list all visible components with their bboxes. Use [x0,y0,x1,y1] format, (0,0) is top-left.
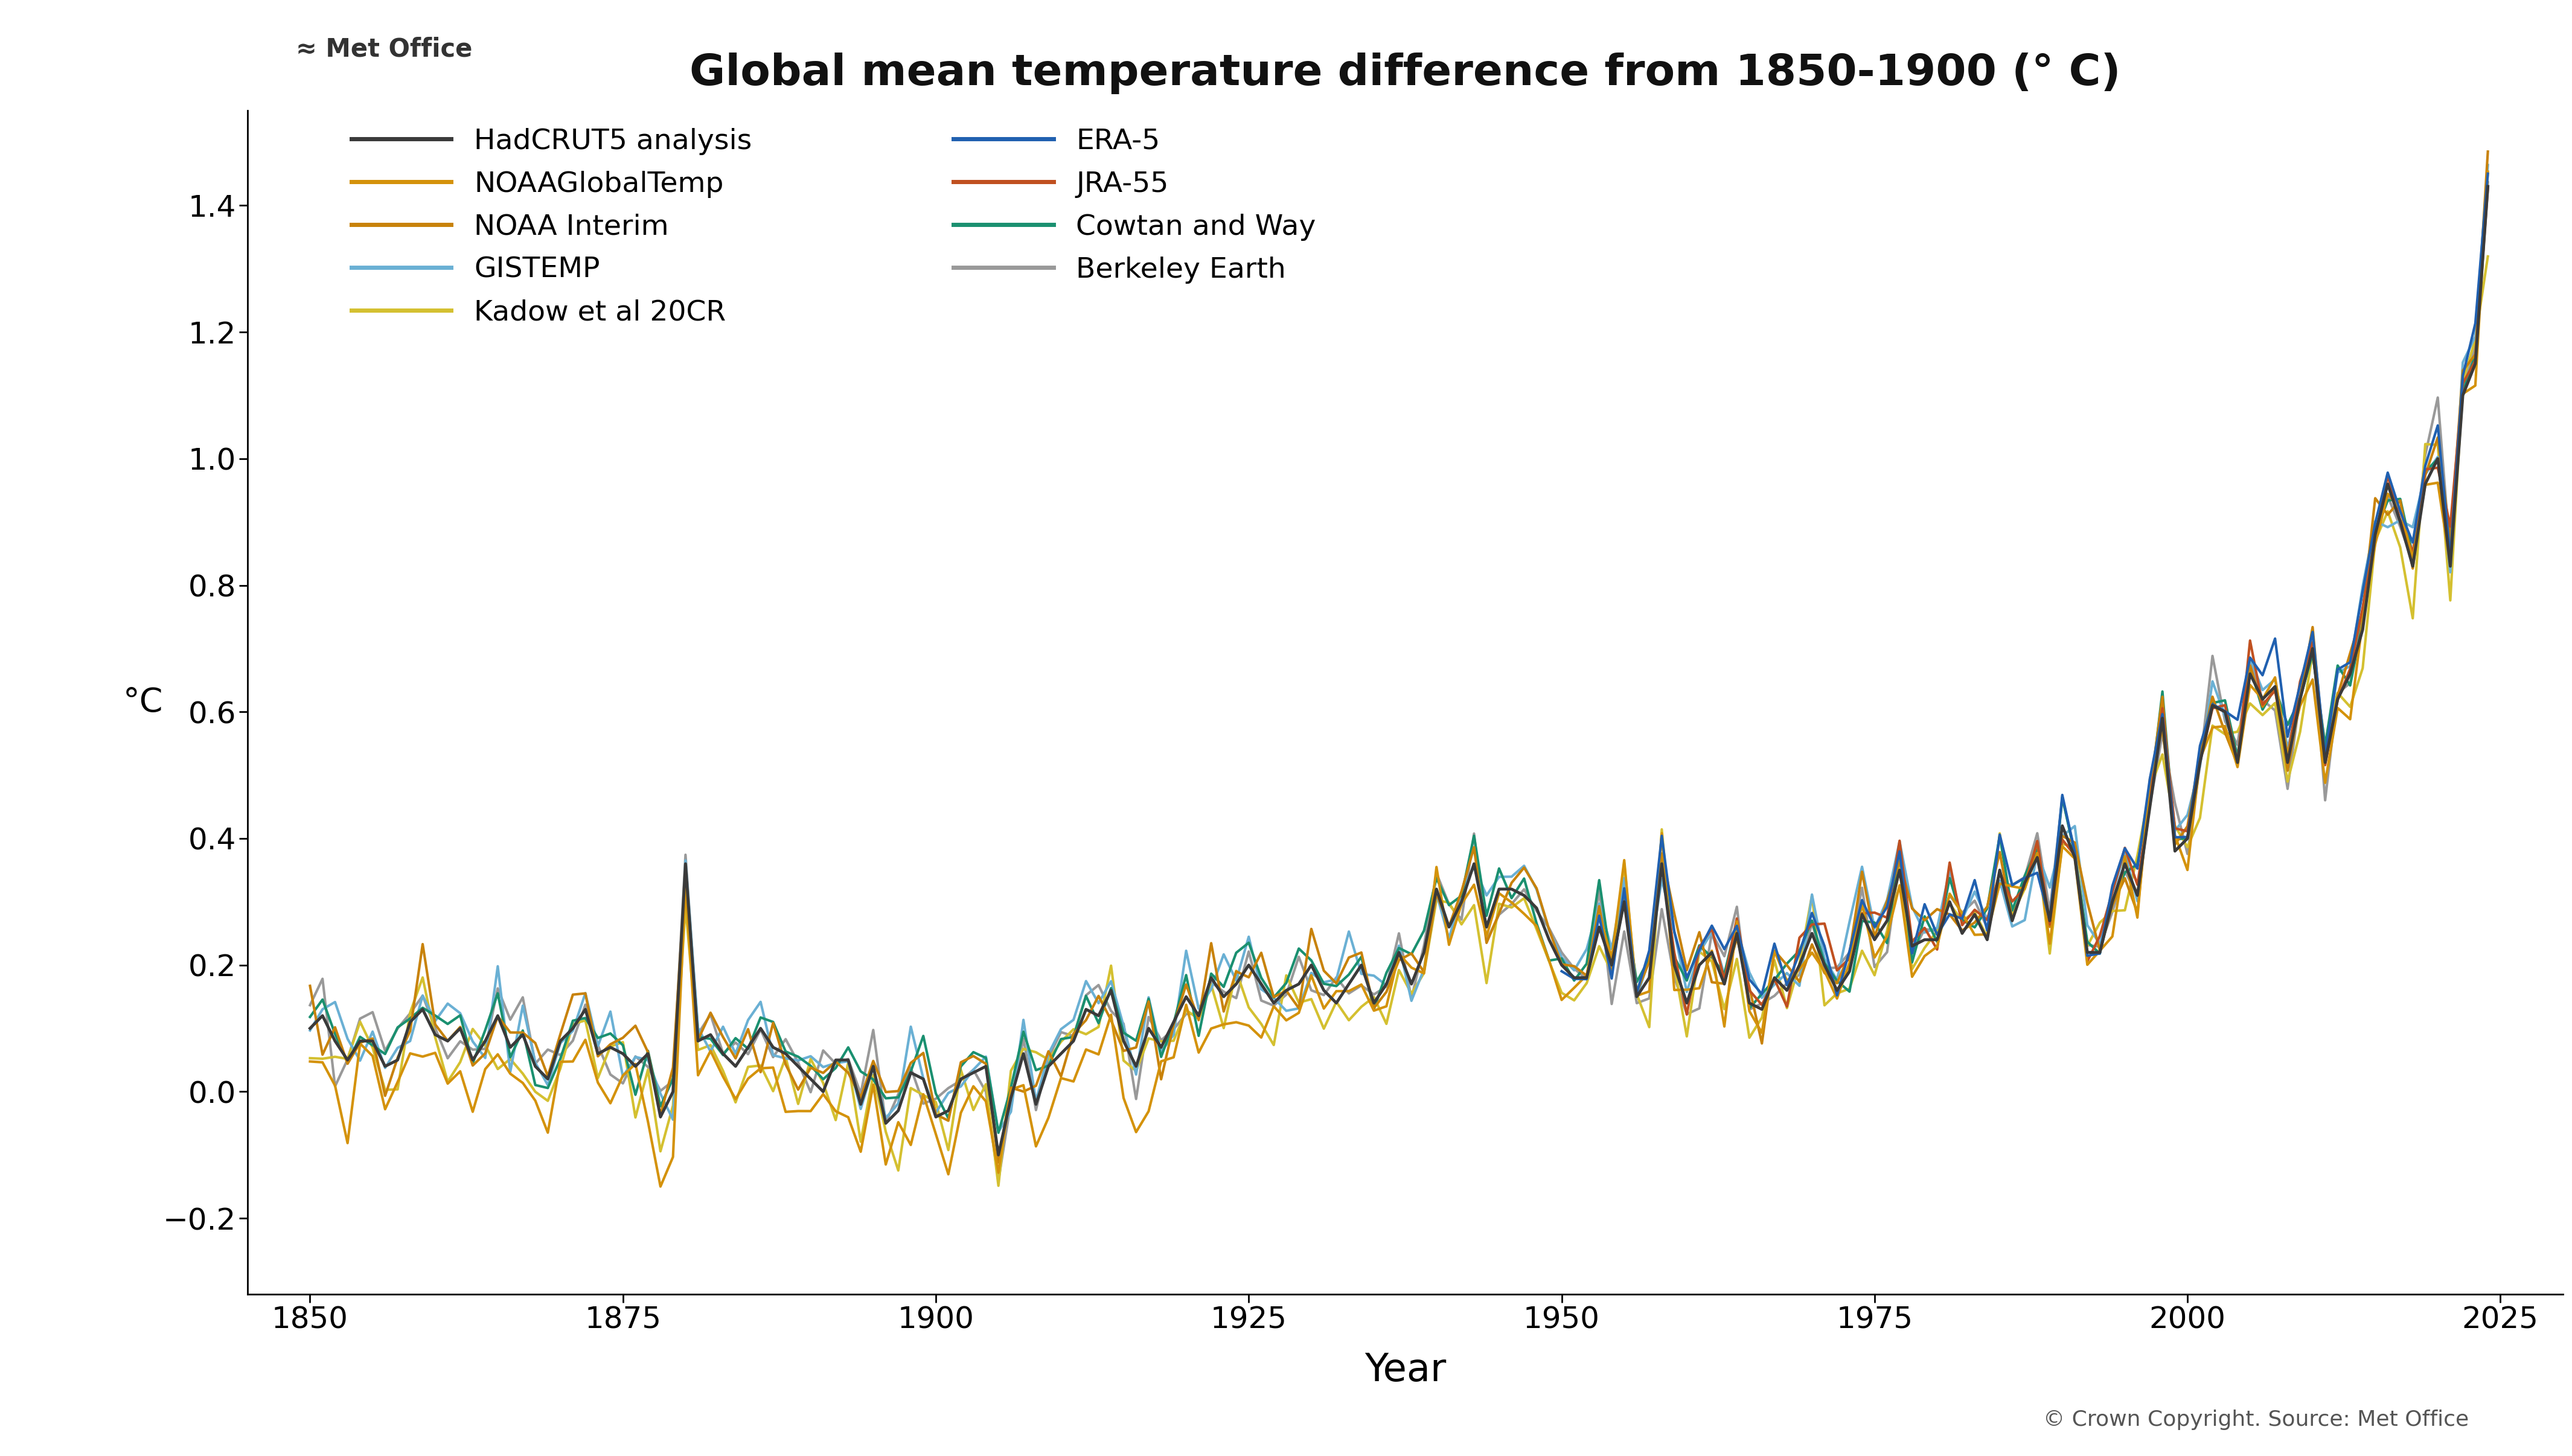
Legend: ERA-5, JRA-55, Cowtan and Way, Berkeley Earth: ERA-5, JRA-55, Cowtan and Way, Berkeley … [941,116,1327,296]
Text: © Crown Copyright. Source: Met Office: © Crown Copyright. Source: Met Office [2042,1409,2469,1430]
Y-axis label: °C: °C [123,686,162,719]
X-axis label: Year: Year [1363,1351,1445,1389]
Text: ≈ Met Office: ≈ Met Office [296,36,473,61]
Title: Global mean temperature difference from 1850-1900 (° C): Global mean temperature difference from … [689,52,2122,95]
